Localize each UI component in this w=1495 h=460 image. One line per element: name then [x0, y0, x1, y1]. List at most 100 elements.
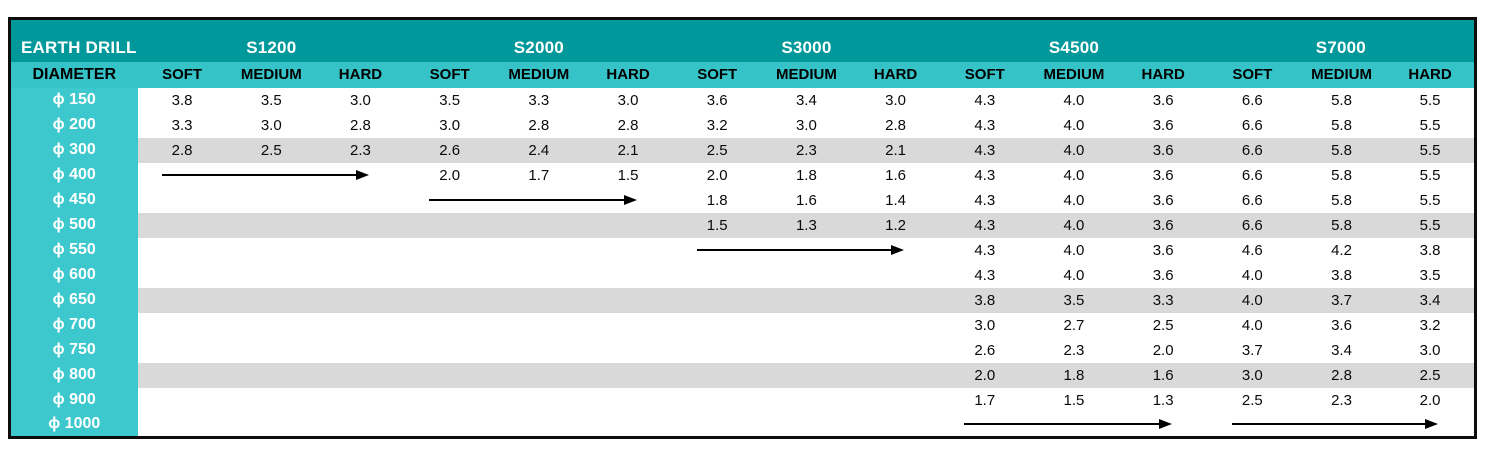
empty-cell [494, 237, 584, 263]
capacity-value-cell: 1.7 [494, 162, 584, 188]
empty-cell [672, 337, 762, 363]
capacity-value-cell: 5.8 [1296, 112, 1387, 138]
row-header-diameter: ϕ 200 [9, 112, 138, 138]
capacity-value-cell: 1.3 [1118, 387, 1208, 413]
empty-cell [137, 187, 227, 213]
table-row: ϕ 600 4.3 4.0 3.6 4.0 3.8 3.5 [9, 262, 1476, 288]
capacity-value-cell: 3.0 [405, 112, 495, 138]
capacity-value-cell: 3.0 [1386, 337, 1476, 363]
capacity-value-cell: 3.6 [1118, 162, 1208, 188]
capacity-value-cell: 5.8 [1296, 87, 1387, 113]
capacity-value-cell: 5.8 [1296, 187, 1387, 213]
empty-cell [405, 287, 495, 313]
capacity-value-cell: 5.5 [1386, 162, 1476, 188]
table-row: ϕ 200 3.3 3.0 2.8 3.0 2.8 2.8 3.2 3.0 2.8 4.3 4.0 3.… [9, 112, 1476, 138]
hardness-column-header: HARD [1386, 61, 1476, 88]
table-row: ϕ 500 1.5 1.3 1.2 4.3 4.0 3.6 6.6 5.8 5.5 [9, 212, 1476, 238]
capacity-value-cell: 5.5 [1386, 187, 1476, 213]
empty-cell [672, 362, 762, 388]
capacity-value-cell: 4.6 [1207, 237, 1297, 263]
empty-cell [494, 287, 584, 313]
hardness-column-header: SOFT [940, 61, 1030, 88]
arrow-head [356, 170, 370, 180]
model-group-header: S7000 [1207, 18, 1476, 62]
empty-cell [761, 337, 851, 363]
capacity-value-cell: 2.5 [226, 137, 316, 163]
capacity-value-cell: 6.6 [1207, 87, 1297, 113]
capacity-value-cell: 6.6 [1207, 162, 1297, 188]
row-header-diameter: ϕ 400 [9, 162, 138, 188]
capacity-value-cell: 1.8 [761, 162, 851, 188]
empty-cell [494, 262, 584, 288]
capacity-value-cell: 5.5 [1386, 137, 1476, 163]
empty-cell [405, 337, 495, 363]
empty-cell [226, 387, 316, 413]
capacity-value-cell: 3.4 [1386, 287, 1476, 313]
empty-cell [315, 187, 406, 213]
capacity-value-cell: 3.0 [226, 112, 316, 138]
capacity-value-cell: 4.0 [1029, 237, 1119, 263]
empty-cell [137, 262, 227, 288]
capacity-value-cell: 3.7 [1207, 337, 1297, 363]
empty-cell [226, 287, 316, 313]
empty-cell [672, 412, 762, 438]
capacity-value-cell: 6.6 [1207, 137, 1297, 163]
capacity-value-cell: 4.0 [1029, 212, 1119, 238]
empty-cell [583, 237, 673, 263]
capacity-value-cell: 2.8 [494, 112, 584, 138]
row-header-diameter: ϕ 750 [9, 337, 138, 363]
right-arrow-icon [1208, 419, 1474, 430]
capacity-value-cell: 3.8 [940, 287, 1030, 313]
capacity-value-cell: 4.2 [1296, 237, 1387, 263]
empty-cell [137, 337, 227, 363]
capacity-value-cell: 1.6 [1118, 362, 1208, 388]
capacity-value-cell: 2.0 [672, 162, 762, 188]
capacity-value-cell: 1.5 [1029, 387, 1119, 413]
arrow-shaft [429, 199, 625, 201]
capacity-value-cell: 4.3 [940, 237, 1030, 263]
capacity-value-cell: 1.8 [672, 187, 762, 213]
empty-cell [226, 237, 316, 263]
row-header-diameter: ϕ 150 [9, 87, 138, 113]
capacity-value-cell: 2.8 [315, 112, 406, 138]
empty-cell [851, 362, 941, 388]
empty-cell [583, 287, 673, 313]
capacity-value-cell: 1.4 [851, 187, 941, 213]
capacity-value-cell: 2.0 [940, 362, 1030, 388]
capacity-value-cell: 1.6 [761, 187, 851, 213]
row-header-diameter: ϕ 1000 [9, 412, 138, 438]
capacity-value-cell: 6.6 [1207, 187, 1297, 213]
empty-cell [583, 412, 673, 438]
arrow-head [1425, 419, 1438, 430]
empty-cell [315, 287, 406, 313]
empty-cell [583, 337, 673, 363]
model-group-header: S2000 [405, 18, 673, 62]
capacity-value-cell: 4.0 [1029, 87, 1119, 113]
table-row: ϕ 300 2.8 2.5 2.3 2.6 2.4 2.1 2.5 2.3 2.1 4.3 4.0 3.… [9, 137, 1476, 163]
capacity-value-cell: 2.6 [405, 137, 495, 163]
empty-cell [315, 312, 406, 338]
capacity-value-cell: 3.0 [1207, 362, 1297, 388]
capacity-value-cell: 3.0 [761, 112, 851, 138]
empty-cell [137, 387, 227, 413]
row-header-diameter: ϕ 600 [9, 262, 138, 288]
capacity-value-cell: 3.6 [1118, 212, 1208, 238]
empty-cell [405, 212, 495, 238]
empty-cell [315, 387, 406, 413]
empty-cell [851, 312, 941, 338]
empty-cell [494, 337, 584, 363]
empty-cell [583, 387, 673, 413]
capacity-value-cell: 3.5 [1029, 287, 1119, 313]
arrow-head [1158, 419, 1172, 430]
capacity-value-cell: 3.0 [940, 312, 1030, 338]
range-arrow-cell [940, 412, 1208, 438]
empty-cell [672, 287, 762, 313]
capacity-value-cell: 3.8 [1296, 262, 1387, 288]
empty-cell [137, 287, 227, 313]
empty-cell [761, 262, 851, 288]
empty-cell [226, 362, 316, 388]
capacity-value-cell: 2.7 [1029, 312, 1119, 338]
capacity-value-cell: 3.6 [1118, 262, 1208, 288]
hardness-column-header: HARD [315, 61, 406, 88]
